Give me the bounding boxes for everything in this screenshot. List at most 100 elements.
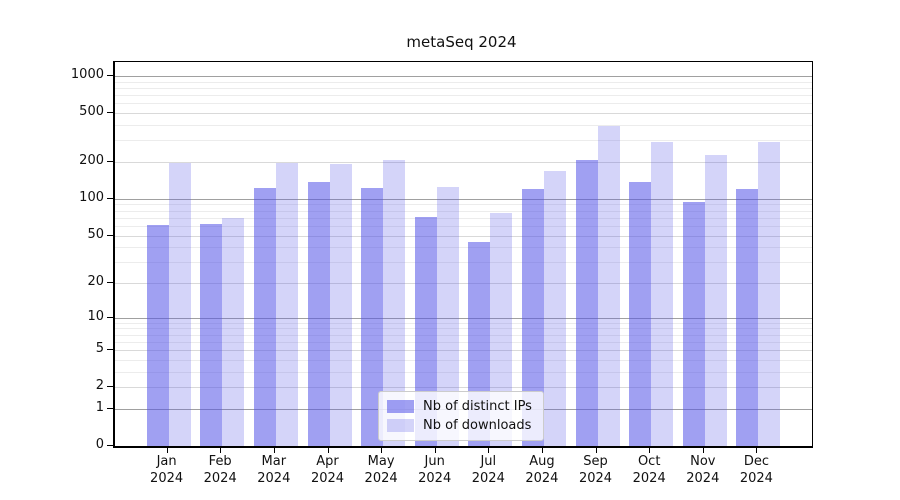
bar-downloads-apr xyxy=(329,164,352,446)
x-tick-label: Oct 2024 xyxy=(632,454,666,486)
x-tick xyxy=(756,447,758,453)
y-tick xyxy=(107,316,113,318)
y-tick xyxy=(107,197,113,199)
legend: Nb of distinct IPs Nb of downloads xyxy=(378,391,544,441)
gridline-mid xyxy=(115,350,812,352)
y-tick-label: 1 xyxy=(95,399,104,415)
gridline-mid xyxy=(115,235,812,237)
x-tick-label: Feb 2024 xyxy=(203,454,237,486)
legend-swatch-distinct-ips xyxy=(387,400,414,413)
x-tick xyxy=(595,447,597,453)
gridline-minor xyxy=(115,88,812,89)
bar-downloads-feb xyxy=(222,217,245,446)
bar-downloads-may xyxy=(383,160,406,446)
y-tick-label: 50 xyxy=(87,226,104,242)
y-tick xyxy=(107,282,113,283)
gridline-minor xyxy=(115,328,812,330)
gridline-minor xyxy=(115,95,812,97)
x-tick-label: Jul 2024 xyxy=(471,454,505,486)
gridline-minor xyxy=(115,334,812,336)
bar-downloads-dec xyxy=(758,141,781,446)
y-tick xyxy=(107,407,113,409)
legend-label-distinct-ips: Nb of distinct IPs xyxy=(423,399,532,414)
y-tick xyxy=(107,75,113,76)
gridline-minor xyxy=(115,225,812,227)
y-tick-label: 10 xyxy=(87,308,104,324)
gridline-mid xyxy=(115,387,812,389)
gridline-mid xyxy=(115,162,812,163)
bar-downloads-oct xyxy=(651,141,674,446)
bar-distinct-ips-jun xyxy=(414,217,437,446)
bar-distinct-ips-mar xyxy=(253,187,276,446)
y-tick xyxy=(107,234,113,236)
gridline-minor xyxy=(115,371,812,373)
gridline-minor xyxy=(115,125,812,126)
x-tick-label: Jun 2024 xyxy=(418,454,452,486)
y-tick xyxy=(107,445,113,446)
plot-area xyxy=(113,61,813,448)
x-tick xyxy=(541,447,543,453)
x-tick-label: Dec 2024 xyxy=(739,454,773,486)
x-tick-label: Apr 2024 xyxy=(310,454,345,486)
y-tick-label: 5 xyxy=(95,341,104,357)
legend-item-distinct-ips: Nb of distinct IPs xyxy=(387,397,535,416)
x-tick xyxy=(273,447,275,453)
gridline-minor xyxy=(115,103,812,105)
gridline-minor xyxy=(115,217,812,219)
chart-title: metaSeq 2024 xyxy=(406,33,517,51)
bar-distinct-ips-oct xyxy=(629,181,652,446)
x-tick-label: Aug 2024 xyxy=(525,454,559,486)
bar-distinct-ips-aug xyxy=(521,189,544,446)
y-tick-label: 0 xyxy=(95,437,104,452)
x-tick xyxy=(381,447,383,453)
bar-downloads-jun xyxy=(436,187,459,446)
bar-distinct-ips-jan xyxy=(146,225,169,446)
bar-distinct-ips-dec xyxy=(736,189,759,446)
y-tick xyxy=(107,161,113,162)
gridline-minor xyxy=(115,341,812,343)
gridline-major xyxy=(115,317,812,319)
gridline-minor xyxy=(115,322,812,324)
x-tick-label: Mar 2024 xyxy=(257,454,291,486)
y-tick xyxy=(107,349,113,351)
gridline-major xyxy=(115,198,812,200)
bar-distinct-ips-nov xyxy=(682,201,705,446)
y-tick-label: 20 xyxy=(87,274,104,289)
gridline-minor xyxy=(115,204,812,206)
gridline-minor xyxy=(115,247,812,249)
x-tick-label: Nov 2024 xyxy=(686,454,720,486)
x-tick xyxy=(488,447,490,453)
legend-label-downloads: Nb of downloads xyxy=(423,418,532,433)
bar-distinct-ips-may xyxy=(361,188,384,446)
y-tick-label: 200 xyxy=(79,153,104,168)
bar-downloads-nov xyxy=(704,154,727,446)
bar-distinct-ips-apr xyxy=(307,182,330,446)
gridline-mid xyxy=(115,113,812,115)
bar-downloads-sep xyxy=(597,126,620,446)
bar-downloads-mar xyxy=(275,162,298,446)
x-tick-label: Jan 2024 xyxy=(150,454,184,486)
gridline-minor xyxy=(115,359,812,361)
y-tick xyxy=(107,112,113,114)
gridline-major xyxy=(115,76,812,77)
bar-distinct-ips-feb xyxy=(200,224,223,446)
x-tick xyxy=(166,447,168,453)
gridline-minor xyxy=(115,140,812,142)
x-tick xyxy=(702,447,704,453)
x-tick xyxy=(649,447,651,453)
y-tick-label: 2 xyxy=(95,378,104,394)
x-tick xyxy=(220,447,222,453)
y-tick-label: 1000 xyxy=(70,67,104,82)
bar-downloads-jul xyxy=(490,212,513,446)
gridline-mid xyxy=(115,283,812,284)
bar-downloads-jan xyxy=(168,162,191,446)
x-tick-label: Sep 2024 xyxy=(578,454,613,486)
x-tick xyxy=(434,447,436,453)
gridline-minor xyxy=(115,210,812,212)
gridline-minor xyxy=(115,81,812,83)
gridline-minor xyxy=(115,262,812,264)
x-tick xyxy=(327,447,329,453)
legend-item-downloads: Nb of downloads xyxy=(387,416,535,435)
x-tick-label: May 2024 xyxy=(364,454,398,486)
